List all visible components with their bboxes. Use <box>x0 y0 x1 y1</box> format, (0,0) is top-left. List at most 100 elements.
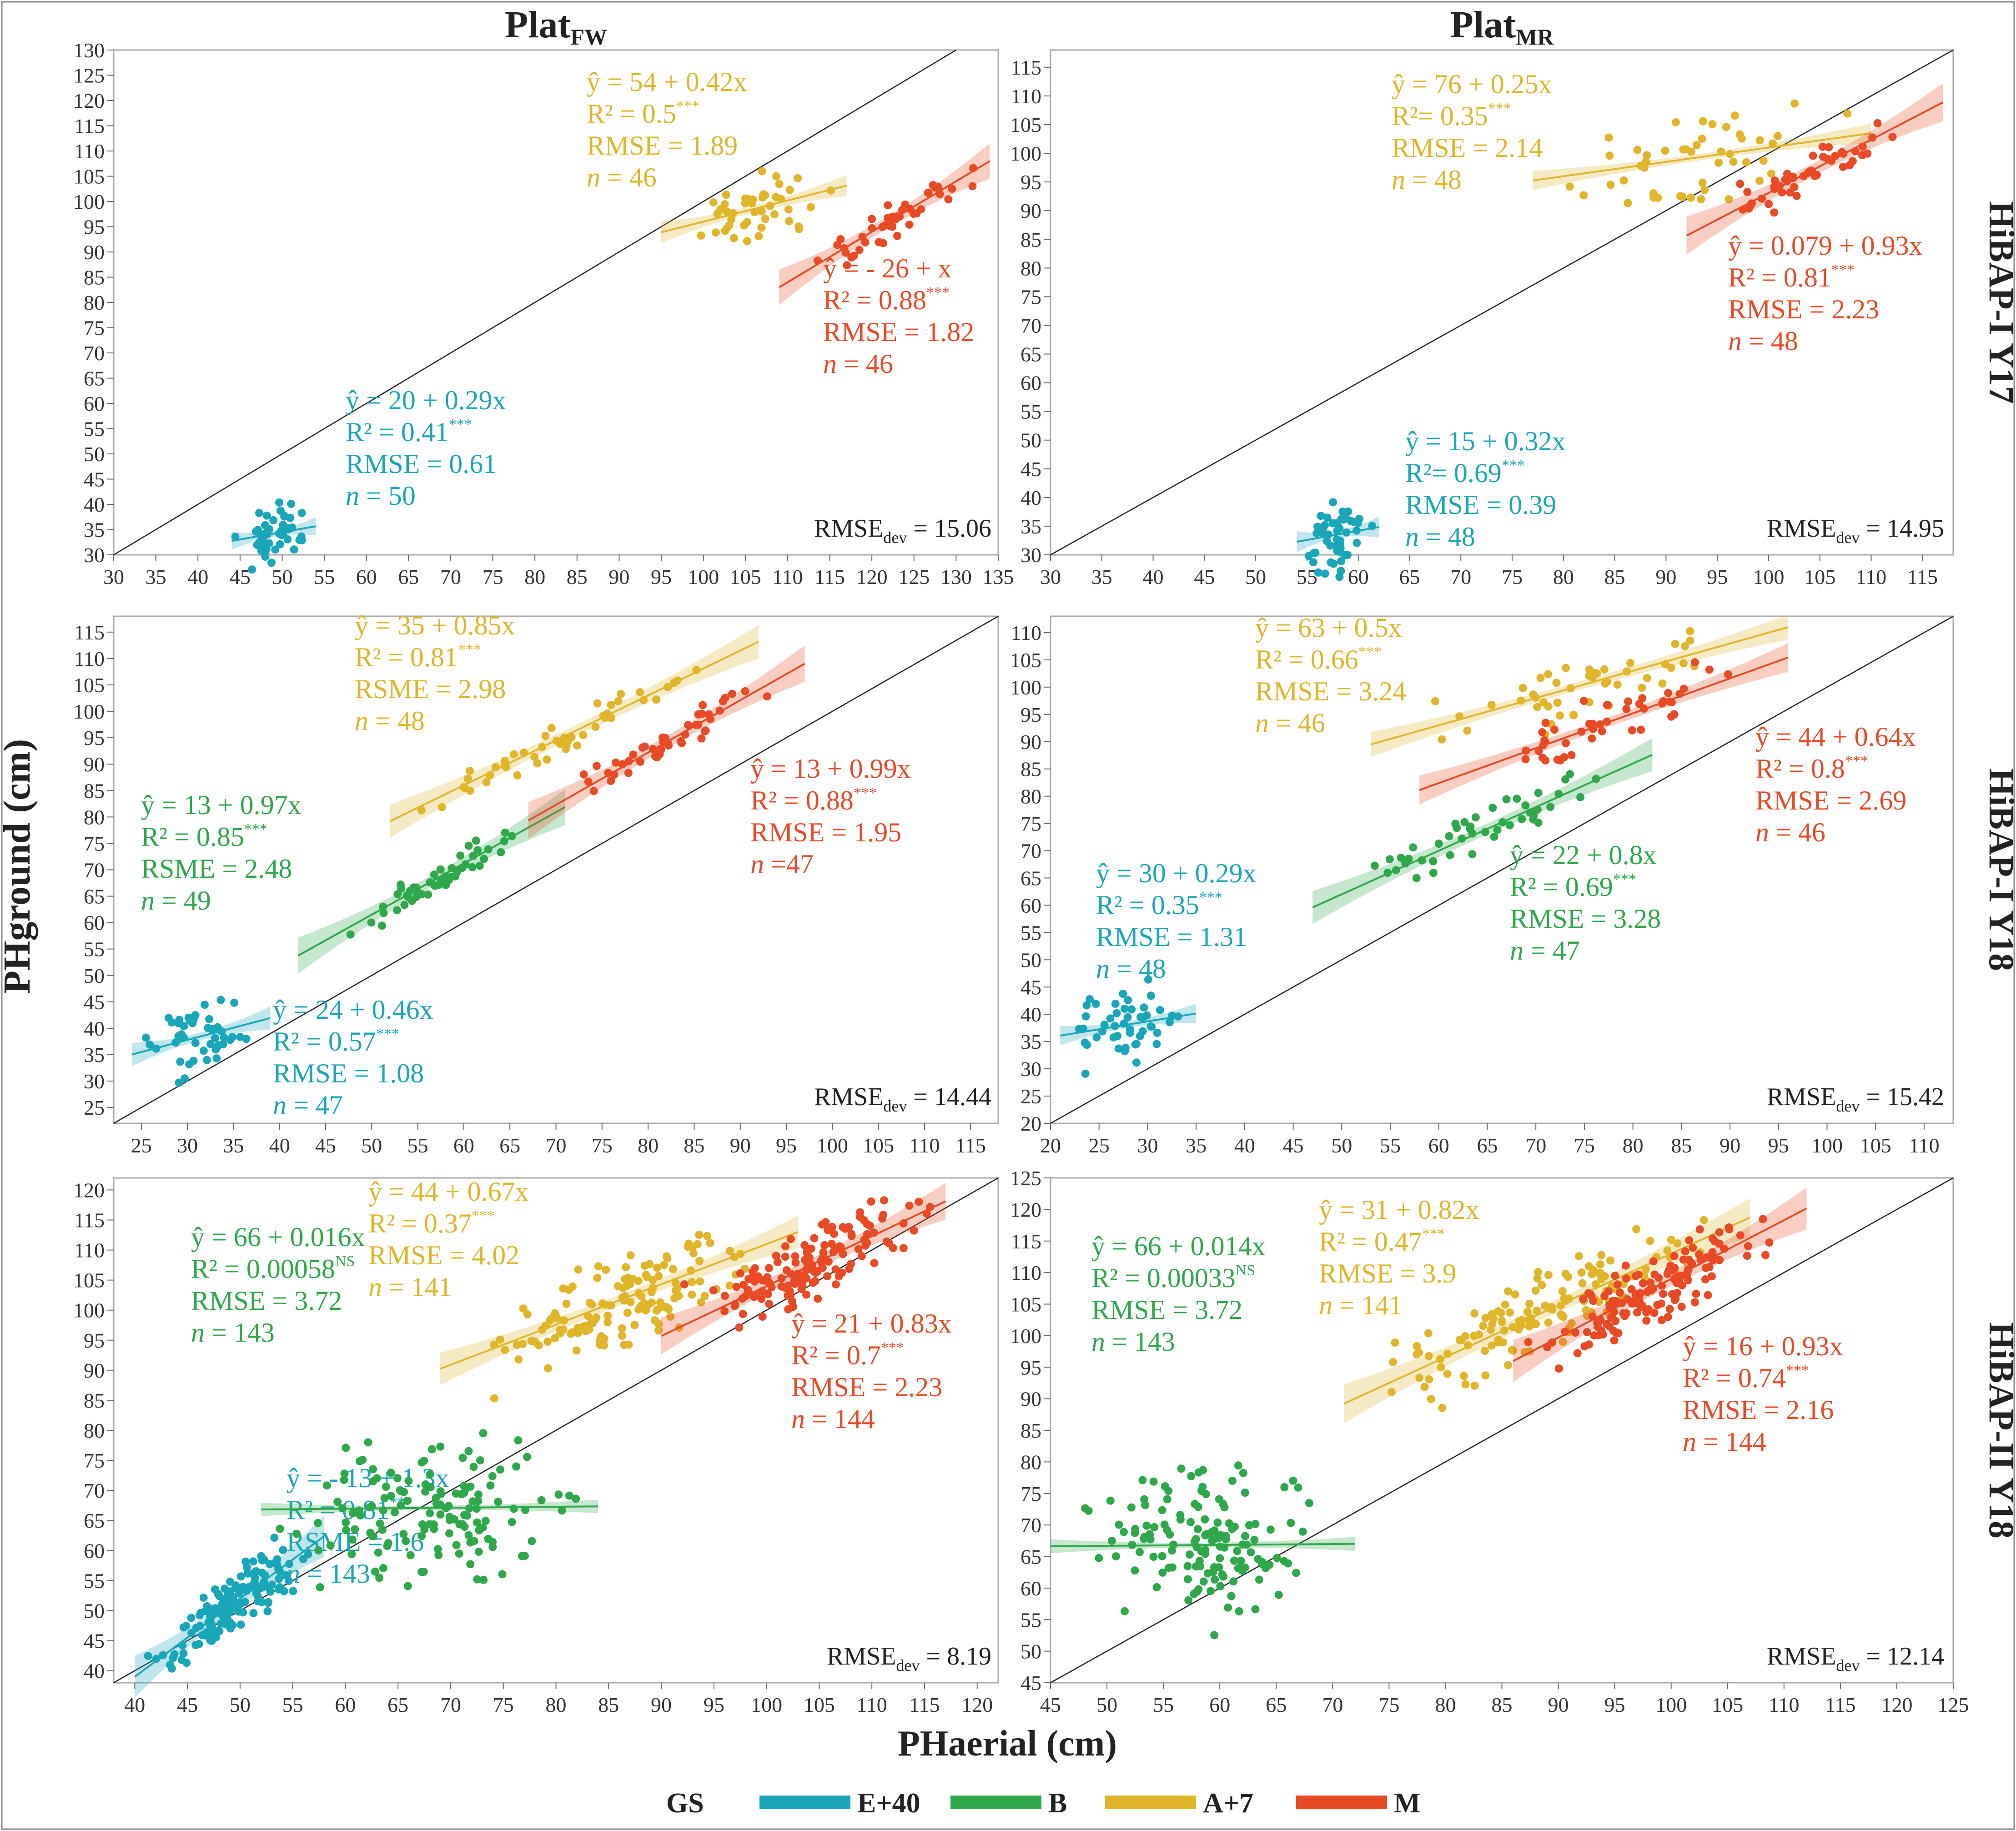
data-point <box>1736 180 1745 188</box>
regression-line <box>134 1535 325 1678</box>
data-point <box>498 1570 507 1579</box>
x-tick-label: 40 <box>1143 565 1164 589</box>
data-point <box>678 739 686 747</box>
data-point <box>1142 1521 1151 1530</box>
data-point <box>436 1442 445 1451</box>
significance: *** <box>1613 871 1636 888</box>
data-point <box>1132 1058 1141 1067</box>
data-point <box>1255 1575 1263 1584</box>
y-tick-label: 35 <box>84 1043 105 1066</box>
data-point <box>1737 134 1746 143</box>
x-tick-label: 90 <box>1655 565 1676 589</box>
data-point <box>263 1607 272 1615</box>
data-point <box>828 1222 836 1231</box>
data-point <box>1338 507 1347 516</box>
data-point <box>1664 689 1673 697</box>
data-point <box>1518 684 1527 692</box>
significance: NS <box>335 1253 355 1270</box>
data-point <box>654 1326 663 1335</box>
data-point <box>567 1329 575 1338</box>
data-point <box>216 996 225 1004</box>
y-tick-label: 30 <box>84 543 105 567</box>
data-point <box>1311 548 1320 557</box>
data-point <box>144 1652 152 1660</box>
data-point <box>1413 1350 1421 1358</box>
data-point <box>258 1583 266 1592</box>
y-tick-label: 90 <box>1021 1388 1041 1411</box>
data-point <box>523 1310 532 1318</box>
data-point <box>1534 818 1543 827</box>
data-point <box>1638 1302 1647 1310</box>
data-point <box>387 1492 395 1500</box>
data-point <box>274 1585 283 1594</box>
data-point <box>1687 147 1695 156</box>
data-point <box>1413 1342 1421 1350</box>
y-tick-label: 50 <box>84 964 105 987</box>
data-point <box>1210 1631 1219 1640</box>
data-point <box>473 1575 482 1584</box>
x-tick-label: 115 <box>909 1693 940 1716</box>
rmse-value: RMSE = 0.39 <box>1405 490 1556 520</box>
data-point <box>845 1264 854 1273</box>
data-point <box>475 861 484 870</box>
data-point <box>1759 1215 1767 1223</box>
data-point <box>638 743 647 752</box>
data-point <box>481 1517 490 1525</box>
data-point <box>626 1280 634 1288</box>
data-point <box>201 1001 209 1009</box>
data-point <box>612 758 620 767</box>
sample-size: n = 48 <box>355 706 425 736</box>
x-tick-label: 80 <box>546 1693 567 1716</box>
x-tick-label: 125 <box>898 565 930 589</box>
data-point <box>1715 1228 1724 1237</box>
column-title-sub: MR <box>1516 24 1554 50</box>
legend-label-A+7: A+7 <box>1203 1788 1253 1819</box>
data-point <box>508 1518 516 1526</box>
x-tick-label: 55 <box>1153 1693 1174 1716</box>
data-point <box>630 1321 639 1329</box>
data-point <box>141 1033 150 1042</box>
y-tick-label: 40 <box>84 493 105 516</box>
regression-equation: ŷ = 30 + 0.29x <box>1096 858 1257 888</box>
data-point <box>870 1259 879 1268</box>
data-point <box>1588 734 1596 743</box>
data-point <box>531 1338 539 1346</box>
data-point <box>1463 726 1472 735</box>
x-tick-label: 65 <box>1399 565 1420 589</box>
data-point <box>1534 747 1543 755</box>
data-point <box>206 1040 215 1048</box>
data-point <box>1578 1279 1587 1288</box>
data-point <box>1121 1047 1129 1056</box>
data-point <box>496 1335 504 1344</box>
data-point <box>1336 537 1345 545</box>
data-point <box>1481 1347 1489 1355</box>
data-point <box>618 1331 626 1340</box>
data-point <box>629 750 638 759</box>
x-tick-label: 65 <box>499 1134 520 1157</box>
data-point <box>1121 1005 1129 1013</box>
data-point <box>426 1509 434 1518</box>
data-point <box>1722 123 1730 131</box>
x-tick-label: 50 <box>1245 565 1266 589</box>
data-point <box>434 880 443 889</box>
data-point <box>1573 1349 1582 1358</box>
data-point <box>1227 1592 1236 1600</box>
data-point <box>1504 1287 1513 1296</box>
y-tick-label: 70 <box>84 859 105 882</box>
y-tick-label: 70 <box>84 342 105 365</box>
data-point <box>1120 1528 1128 1536</box>
x-tick-label: 85 <box>684 1134 704 1157</box>
y-tick-label: 50 <box>1021 948 1041 971</box>
sample-size: n = 143 <box>191 1318 275 1348</box>
data-point <box>429 1520 438 1529</box>
data-point <box>509 750 518 759</box>
data-point <box>1164 1487 1173 1495</box>
y-tick-label: 45 <box>84 468 105 491</box>
y-tick-label: 110 <box>74 1239 105 1262</box>
data-point <box>469 1463 478 1471</box>
legend-swatch-A+7 <box>1105 1796 1196 1809</box>
data-point <box>1445 832 1453 840</box>
data-point <box>1352 538 1361 547</box>
data-point <box>1650 1308 1659 1317</box>
